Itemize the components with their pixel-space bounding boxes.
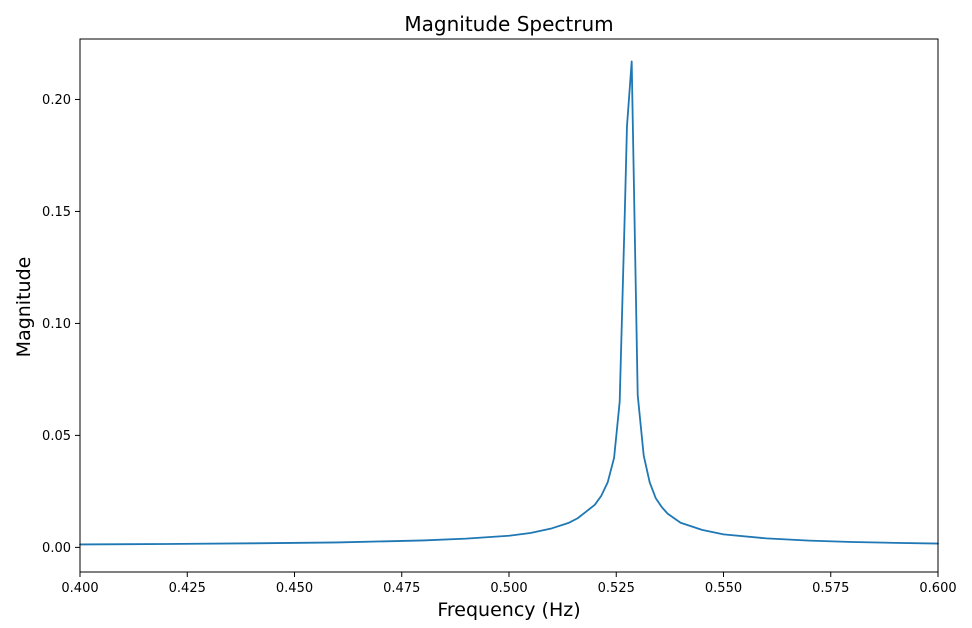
x-tick-label: 0.400 [61, 581, 98, 596]
x-tick-label: 0.600 [919, 581, 956, 596]
x-tick-label: 0.450 [276, 581, 313, 596]
x-tick-label: 0.425 [169, 581, 206, 596]
y-tick-label: 0.10 [42, 317, 71, 332]
series-line [79, 60, 939, 546]
y-tick-label: 0.05 [42, 429, 71, 444]
x-tick-label: 0.500 [490, 581, 527, 596]
y-tick-label: 0.20 [42, 93, 71, 108]
y-axis-label: Magnitude [13, 257, 35, 358]
x-tick-label: 0.550 [705, 581, 742, 596]
y-tick-label: 0.15 [42, 205, 71, 220]
x-tick-label: 0.575 [812, 581, 849, 596]
plot-frame [79, 38, 939, 573]
x-tick-label: 0.475 [383, 581, 420, 596]
y-tick-label: 0.00 [42, 541, 71, 556]
x-axis-label: Frequency (Hz) [437, 599, 580, 621]
chart-title: Magnitude Spectrum [404, 12, 613, 36]
x-tick-label: 0.525 [598, 581, 635, 596]
